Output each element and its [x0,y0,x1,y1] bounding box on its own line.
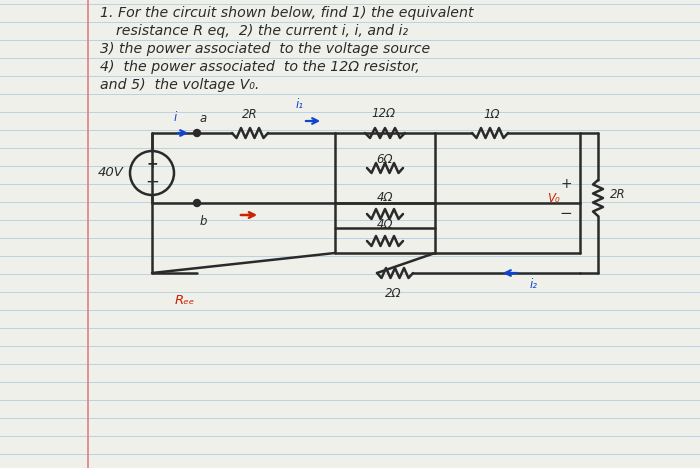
Circle shape [193,130,200,137]
Text: 4Ω: 4Ω [377,218,393,231]
Text: 1Ω: 1Ω [484,108,500,121]
Text: Rₑₑ: Rₑₑ [175,293,195,307]
Text: 12Ω: 12Ω [371,107,395,120]
Text: 4)  the power associated  to the 12Ω resistor,: 4) the power associated to the 12Ω resis… [100,60,420,74]
Text: i₁: i₁ [296,98,304,111]
Text: +: + [146,157,158,171]
Text: +: + [560,177,572,191]
Text: 6Ω: 6Ω [377,153,393,166]
Text: 2R: 2R [610,188,626,200]
Text: i₂: i₂ [530,278,538,291]
Text: 4Ω: 4Ω [377,191,393,204]
Text: 3) the power associated  to the voltage source: 3) the power associated to the voltage s… [100,42,430,56]
Text: resistance R eq,  2) the current i, i, and i₂: resistance R eq, 2) the current i, i, an… [116,24,408,38]
Text: and 5)  the voltage V₀.: and 5) the voltage V₀. [100,78,260,92]
Text: 2R: 2R [242,108,258,121]
Text: −: − [145,173,159,191]
Text: 40V: 40V [98,167,124,180]
Circle shape [193,199,200,206]
Text: V₀: V₀ [547,191,560,205]
Text: 1. For the circuit shown below, find 1) the equivalent: 1. For the circuit shown below, find 1) … [100,6,473,20]
Text: a: a [200,112,207,125]
Text: i: i [174,111,176,124]
Text: −: − [559,206,573,221]
Text: b: b [200,215,207,228]
Text: 2Ω: 2Ω [385,287,401,300]
